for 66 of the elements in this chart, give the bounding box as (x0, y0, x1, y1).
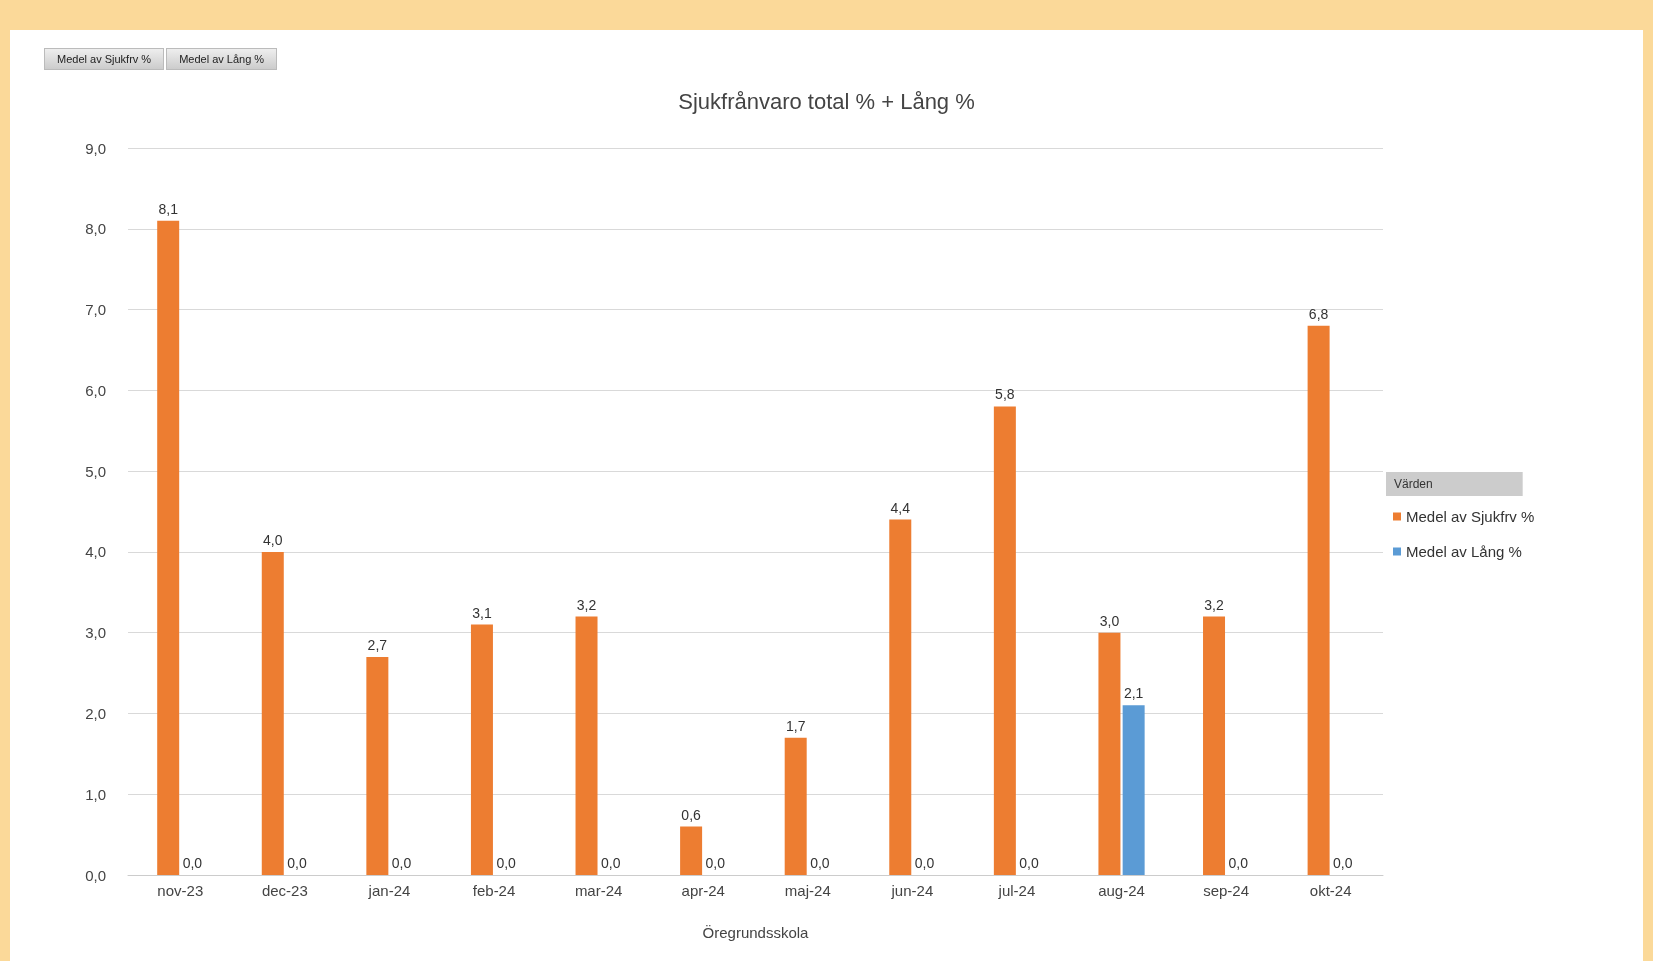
field-button: Medel av Sjukfrv % (44, 48, 165, 70)
data-label: 0,6 (681, 806, 702, 823)
bar (366, 656, 389, 875)
y-tick-label: 3,0 (85, 624, 106, 642)
data-label: 0,0 (496, 855, 517, 871)
data-label: 0,0 (600, 855, 621, 871)
x-tick-label: mar-24 (574, 882, 623, 899)
x-axis-title: Öregrundsskola (702, 924, 810, 941)
data-label: 0,0 (391, 855, 412, 871)
data-label: 3,0 (1099, 612, 1120, 629)
y-tick-label: 5,0 (85, 462, 106, 480)
x-tick-label: sep-24 (1203, 882, 1250, 899)
bar (1307, 325, 1330, 875)
data-label: 6,8 (1308, 305, 1329, 322)
y-tick-label: 2,0 (85, 704, 106, 722)
data-label: 0,0 (1228, 855, 1249, 871)
data-label: 0,0 (810, 855, 830, 871)
bar (470, 624, 493, 875)
x-tick-label: dec-23 (261, 882, 308, 899)
y-tick-label: 6,0 (85, 381, 106, 399)
data-label: 3,2 (576, 596, 597, 613)
bar (993, 406, 1016, 875)
field-button: Medel av Lång % (166, 48, 278, 70)
data-label: 0,0 (287, 855, 307, 871)
y-tick-label: 9,0 (85, 139, 106, 157)
x-tick-label: jul-24 (997, 882, 1036, 899)
data-label: 3,1 (472, 604, 492, 621)
data-label: 2,1 (1123, 685, 1144, 702)
y-tick-label: 8,0 (85, 220, 106, 238)
bar (1203, 616, 1226, 875)
x-tick-label: aug-24 (1098, 882, 1145, 899)
bar (1098, 632, 1121, 875)
data-label: 0,0 (182, 855, 203, 871)
bar (1122, 705, 1145, 875)
y-tick-label: 7,0 (85, 301, 106, 319)
x-tick-label: maj-24 (784, 882, 831, 899)
x-tick-label: okt-24 (1309, 882, 1352, 899)
bar (784, 737, 807, 875)
data-label: 0,0 (705, 855, 726, 871)
data-label: 4,0 (263, 531, 283, 548)
bar (889, 519, 912, 875)
data-label: 0,0 (914, 855, 935, 871)
y-tick-label: 0,0 (85, 866, 106, 884)
bar (157, 220, 180, 875)
x-tick-label: nov-23 (157, 882, 204, 899)
data-label: 1,7 (785, 717, 806, 734)
data-label: 8,1 (158, 200, 179, 217)
legend-label: Medel av Lång % (1406, 543, 1522, 560)
y-tick-label: 1,0 (85, 785, 106, 803)
bar (261, 551, 284, 875)
x-tick-label: apr-24 (681, 882, 725, 899)
chart-title: Sjukfrånvaro total % + Lång % (678, 88, 975, 114)
bar (680, 826, 703, 875)
data-label: 2,7 (367, 636, 388, 653)
data-label: 3,2 (1204, 596, 1224, 613)
x-tick-label: feb-24 (472, 882, 516, 899)
y-tick-label: 4,0 (85, 543, 106, 561)
legend-title: Värden (1394, 477, 1433, 491)
x-tick-label: jan-24 (367, 882, 411, 899)
bar (575, 616, 598, 875)
data-label: 0,0 (1333, 855, 1353, 871)
x-tick-label: jun-24 (890, 882, 934, 899)
data-label: 0,0 (1019, 855, 1039, 871)
data-label: 5,8 (995, 386, 1015, 403)
legend-label: Medel av Sjukfrv % (1406, 508, 1535, 525)
data-label: 4,4 (890, 499, 911, 516)
